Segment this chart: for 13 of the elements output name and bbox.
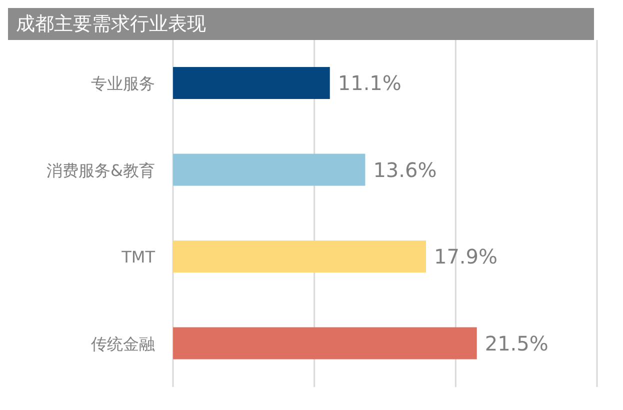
y-tick-label: 专业服务 bbox=[91, 74, 155, 94]
chart-title: 成都主要需求行业表现 bbox=[8, 8, 594, 40]
data-label: 11.1% bbox=[338, 71, 402, 96]
bar bbox=[173, 240, 426, 272]
data-label: 21.5% bbox=[484, 331, 548, 356]
y-tick-label: 消费服务&教育 bbox=[46, 160, 155, 180]
bar bbox=[173, 154, 366, 186]
data-label: 17.9% bbox=[434, 244, 498, 269]
bar bbox=[173, 67, 330, 99]
y-tick-label: TMT bbox=[120, 248, 156, 267]
data-label: 13.6% bbox=[373, 158, 437, 182]
bar bbox=[173, 327, 477, 360]
y-tick-label: 传统金融 bbox=[91, 334, 155, 354]
